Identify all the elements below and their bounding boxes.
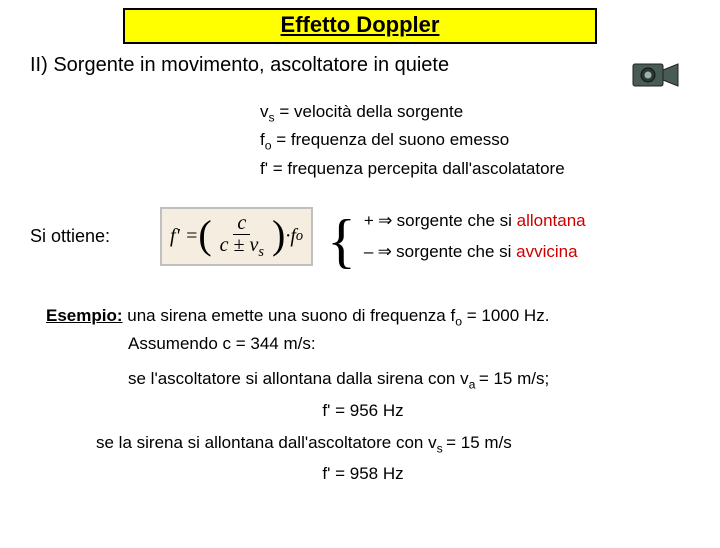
conditions: + ⇒ sorgente che si allontana – ⇒ sorgen… (364, 206, 586, 267)
example-line1: Esempio: una sirena emette una suono di … (46, 303, 680, 331)
def-fo: fo = frequenza del suono emesso (260, 127, 720, 155)
def-vs: vs = velocità della sorgente (260, 99, 720, 127)
subtitle: II) Sorgente in movimento, ascoltatore i… (30, 54, 720, 77)
paren-right: ) (272, 219, 285, 251)
page-title: Effetto Doppler (281, 12, 440, 37)
camera-icon (632, 60, 680, 95)
definitions: vs = velocità della sorgente fo = freque… (260, 99, 720, 182)
cond-minus: – ⇒ sorgente che si avvicina (364, 237, 586, 268)
example-label: Esempio: (46, 306, 123, 325)
example-block: Esempio: una sirena emette una suono di … (46, 303, 680, 487)
example-result-2: f' = 958 Hz (46, 461, 680, 487)
brace-icon: { (327, 223, 356, 259)
si-ottiene-label: Si ottiene: (30, 226, 140, 247)
example-line1b: Assumendo c = 344 m/s: (128, 331, 680, 357)
formula-row: Si ottiene: f' = ( c c ± vs ) · fo { + ⇒… (30, 206, 720, 267)
def-fprime: f' = frequenza percepita dall'ascolatato… (260, 156, 720, 182)
formula-fraction: c c ± vs (216, 213, 268, 260)
cond-plus: + ⇒ sorgente che si allontana (364, 206, 586, 237)
title-box: Effetto Doppler (123, 8, 597, 44)
paren-left: ( (198, 219, 211, 251)
example-line2a: se l'ascoltatore si allontana dalla sire… (128, 366, 680, 394)
formula-box: f' = ( c c ± vs ) · fo (160, 207, 313, 266)
formula-lhs: f' = (170, 225, 198, 248)
example-result-1: f' = 956 Hz (46, 398, 680, 424)
example-line3a: se la sirena si allontana dall'ascoltato… (96, 430, 680, 458)
